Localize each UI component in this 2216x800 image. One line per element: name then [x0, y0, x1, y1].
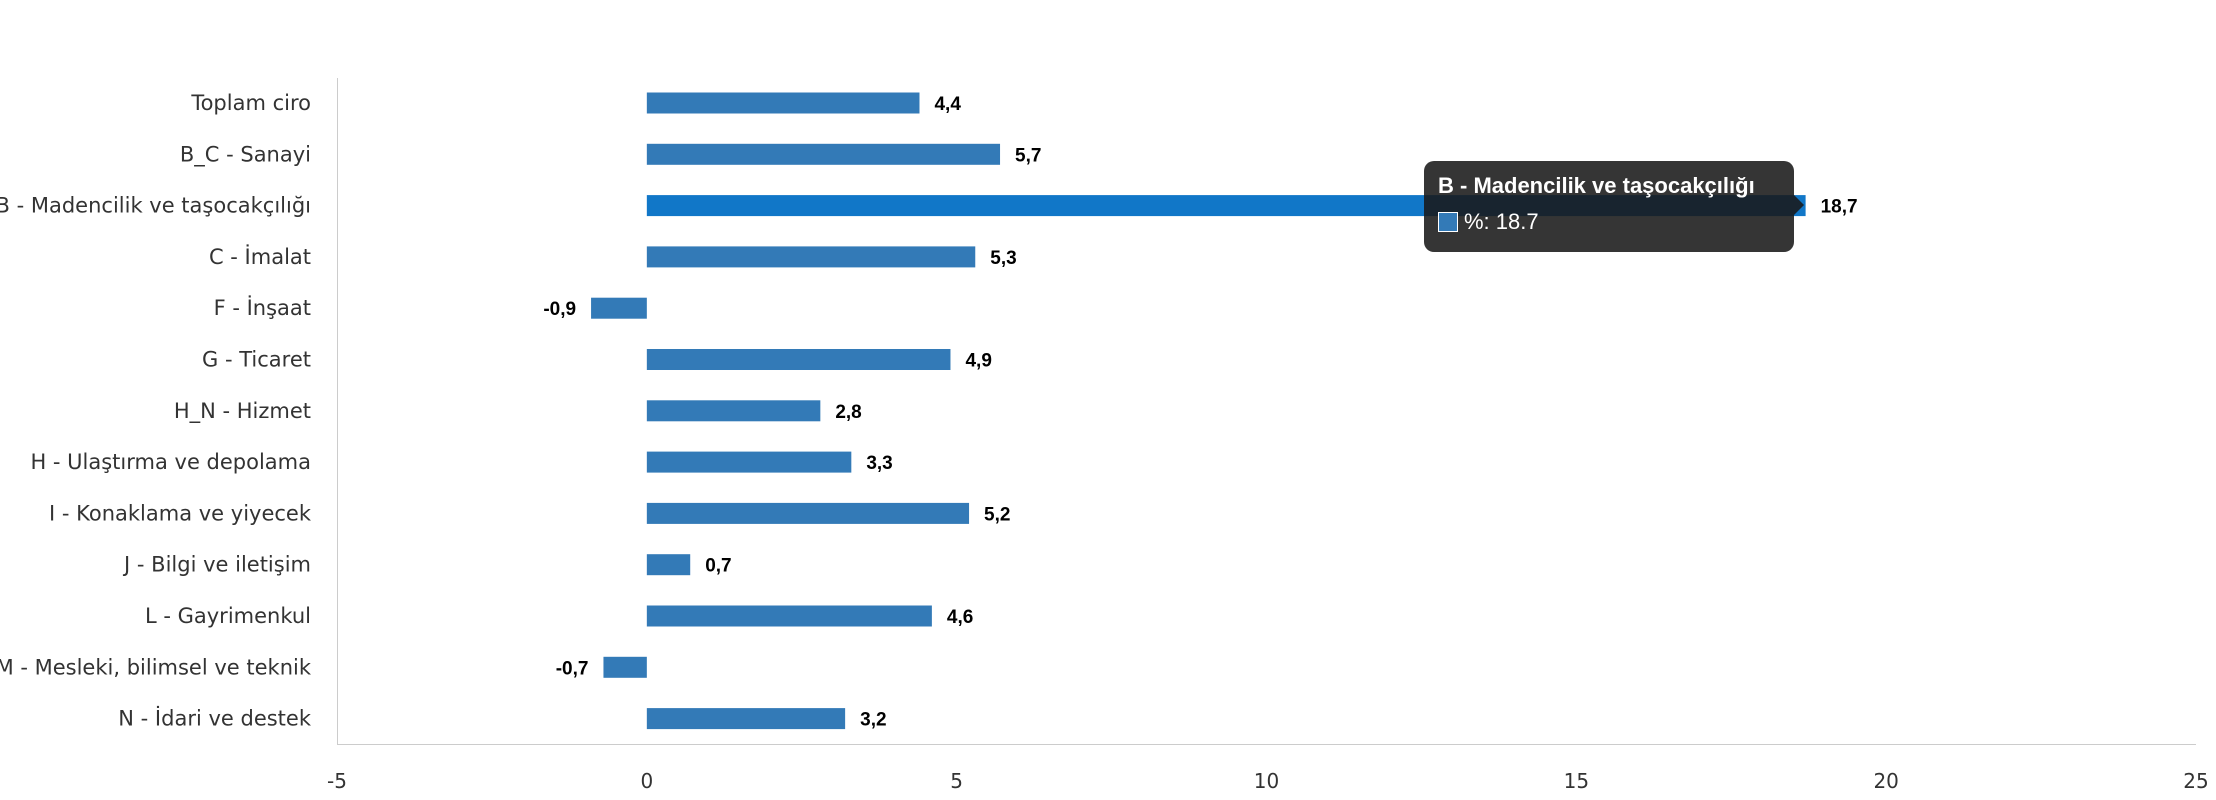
category-label: I - Konaklama ve yiyecek — [49, 501, 312, 525]
x-tick-label: 25 — [2183, 769, 2208, 793]
data-labels: 4,4 5,7 18,7 5,3 -0,9 4,9 2,8 3,3 5,2 0,7 4,6 -0,7 3… — [543, 94, 1857, 731]
series-swatch — [1438, 212, 1458, 232]
x-tick-label: 15 — [1564, 769, 1589, 793]
x-tick-label: 10 — [1254, 769, 1279, 793]
data-label: 3,3 — [866, 453, 892, 474]
bar[interactable] — [646, 246, 976, 268]
category-labels: Toplam ciro B_C - Sanayi B - Madencilik ve… — [0, 91, 312, 731]
data-label: 4,4 — [934, 94, 961, 115]
category-label: B - Madencilik ve taşocakçılığı — [0, 194, 311, 218]
x-tick-label: 0 — [640, 769, 653, 793]
data-label: 3,2 — [860, 710, 886, 731]
category-label: G - Ticaret — [202, 348, 311, 372]
category-label: C - İmalat — [209, 244, 311, 269]
data-label: 4,6 — [947, 607, 973, 628]
bar[interactable] — [646, 400, 821, 422]
x-tick-label: -5 — [327, 769, 347, 793]
x-tick-labels: -5 0 5 10 15 20 25 — [327, 769, 2209, 793]
tooltip-row: %: 18.7 — [1438, 209, 1780, 235]
category-label: L - Gayrimenkul — [145, 604, 311, 628]
chart-tooltip: B - Madencilik ve taşocakçılığı %: 18.7 — [1424, 161, 1804, 252]
data-label: 0,7 — [705, 556, 731, 577]
bar[interactable] — [646, 708, 846, 730]
tooltip-value: %: 18.7 — [1464, 209, 1539, 234]
x-tick-label: 5 — [950, 769, 963, 793]
bar[interactable] — [646, 554, 691, 576]
data-label: 5,3 — [990, 248, 1016, 269]
data-label: -0,7 — [556, 658, 589, 679]
category-label: J - Bilgi ve iletişim — [122, 553, 311, 577]
category-label: B_C - Sanayi — [180, 142, 311, 167]
bar[interactable] — [646, 605, 932, 627]
bar[interactable] — [591, 297, 647, 319]
bar[interactable] — [646, 349, 951, 370]
bar[interactable] — [603, 656, 647, 678]
tooltip-title: B - Madencilik ve taşocakçılığı — [1438, 173, 1755, 198]
category-label: H - Ulaştırma ve depolama — [30, 450, 311, 474]
category-label: H_N - Hizmet — [174, 399, 311, 424]
x-tick-label: 20 — [1873, 769, 1898, 793]
bar[interactable] — [646, 143, 1001, 165]
bar[interactable] — [646, 502, 970, 524]
category-label: M - Mesleki, bilimsel ve teknik — [0, 655, 312, 679]
bar[interactable] — [646, 92, 920, 114]
category-label: N - İdari ve destek — [118, 706, 312, 731]
data-label: 4,9 — [965, 351, 991, 372]
data-label: 5,2 — [984, 504, 1010, 525]
bar[interactable] — [646, 451, 852, 473]
data-label: 18,7 — [1821, 197, 1858, 218]
tooltip-arrow — [1794, 195, 1804, 215]
category-label: Toplam ciro — [190, 91, 311, 115]
data-label: 5,7 — [1015, 145, 1041, 166]
category-label: F - İnşaat — [214, 295, 311, 320]
data-label: 2,8 — [835, 402, 861, 423]
data-label: -0,9 — [543, 299, 576, 320]
